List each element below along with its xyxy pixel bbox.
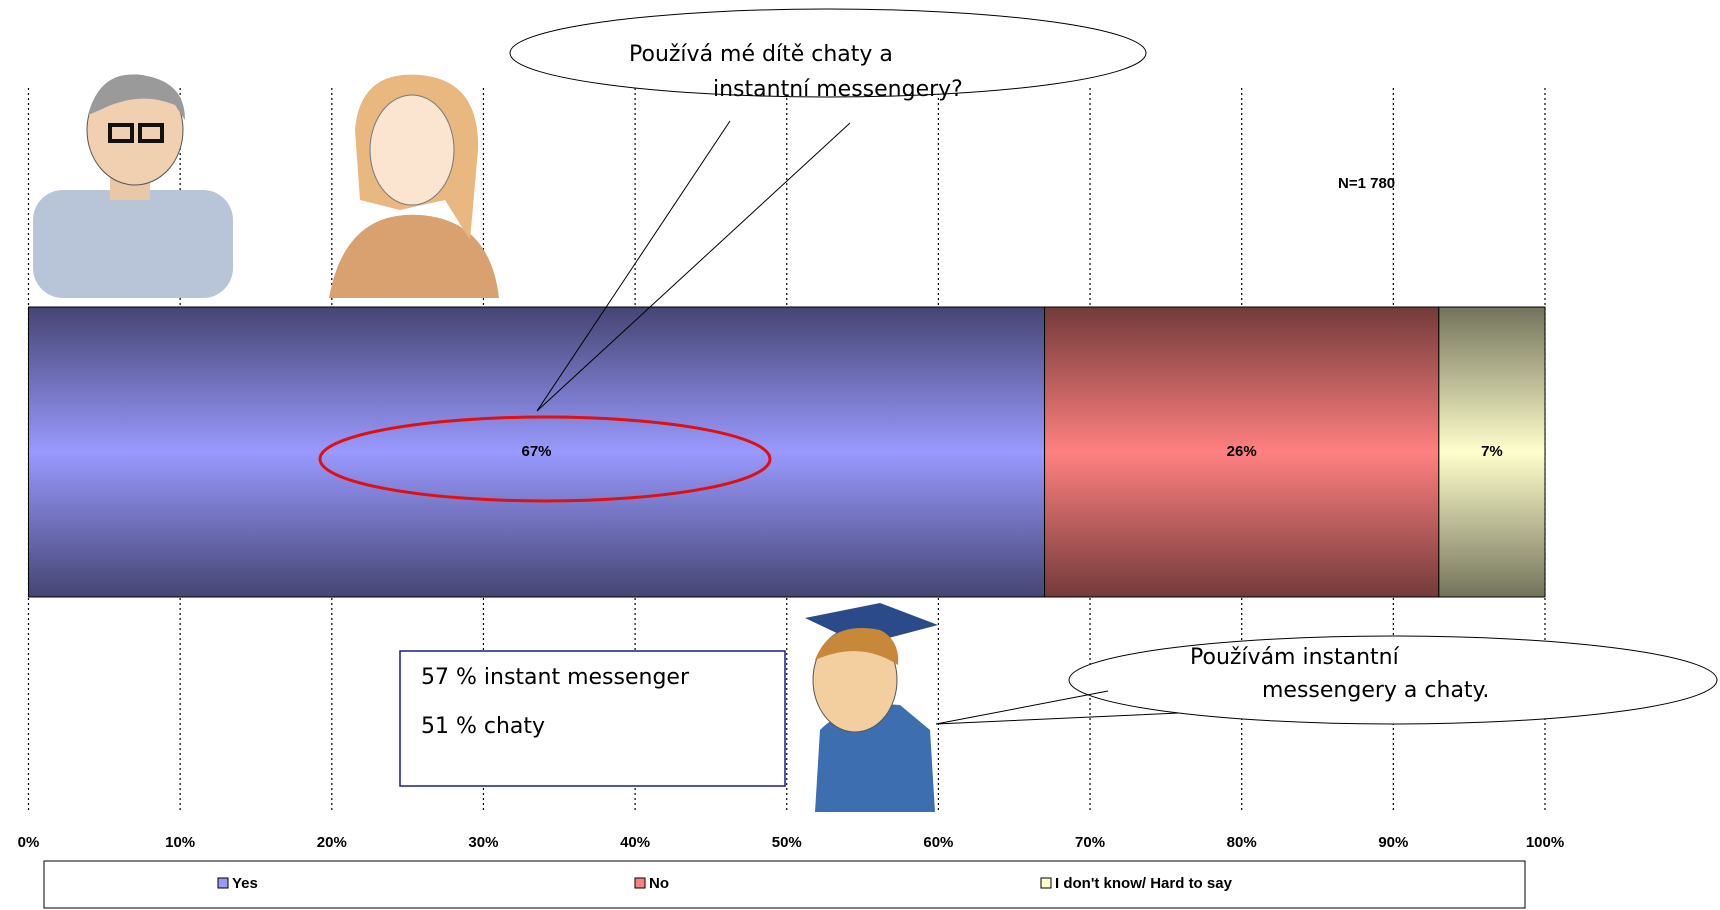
x-tick-label: 0% [18, 834, 40, 851]
x-tick-label: 80% [1227, 834, 1257, 851]
value-label: 67% [522, 443, 552, 460]
legend-label: Yes [232, 875, 258, 892]
legend-swatch [634, 877, 646, 889]
bars: 67% 26% 7% [28, 306, 1546, 598]
value-label: 26% [1227, 443, 1257, 460]
bar-segment [28, 306, 1046, 598]
legend-swatch [1040, 877, 1052, 889]
x-tick-label: 70% [1075, 834, 1105, 851]
x-tick-label: 60% [923, 834, 953, 851]
bar-segment [1438, 306, 1546, 598]
details-text: 57 % instant messenger [421, 665, 690, 690]
callout-text: Používá mé dítě chaty a [629, 42, 893, 67]
x-tick-label: 50% [772, 834, 802, 851]
sample-size: N=1 780 [1338, 175, 1395, 192]
child-callout: Používám instantní messengery a chaty. [935, 635, 1718, 725]
value-label: 7% [1481, 443, 1503, 460]
x-tick-label: 10% [165, 834, 195, 851]
x-tick-label: 90% [1378, 834, 1408, 851]
details-box: 57 % instant messenger 51 % chaty [399, 650, 786, 787]
highlight-ellipse [318, 415, 772, 503]
woman-figure [329, 74, 499, 298]
callout-text: Používám instantní [1190, 645, 1400, 670]
x-tick-label: 30% [468, 834, 498, 851]
legend-label: I don't know/ Hard to say [1055, 875, 1233, 892]
legend-swatch [217, 877, 229, 889]
legend-label: No [649, 875, 669, 892]
parent-callout: Používá mé dítě chaty a instantní messen… [509, 8, 1147, 412]
callout-text: messengery a chaty. [1262, 678, 1489, 703]
callout-text: instantní messengery? [713, 77, 963, 102]
x-tick-label: 20% [317, 834, 347, 851]
x-tick-label: 40% [620, 834, 650, 851]
legend: Yes No I don't know/ Hard to say [217, 875, 1233, 892]
student-figure [805, 603, 938, 812]
bar-segment [1044, 306, 1440, 598]
man-figure [33, 74, 233, 298]
legend-box [43, 860, 1526, 909]
x-tick-label: 100% [1526, 834, 1564, 851]
details-text: 51 % chaty [421, 714, 545, 739]
